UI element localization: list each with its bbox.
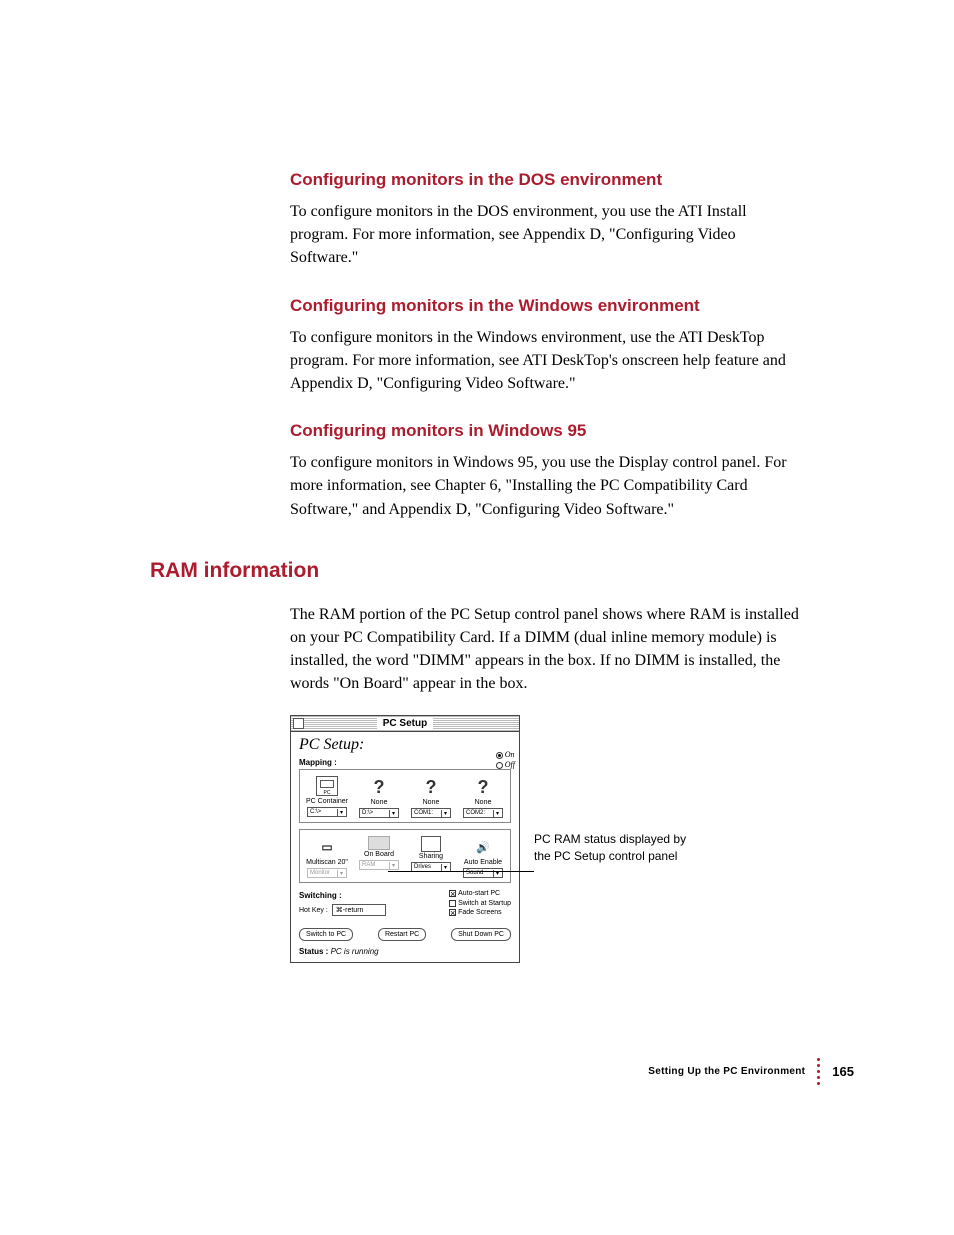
question-icon: ? <box>420 776 442 798</box>
slot-name: Sharing <box>419 853 443 860</box>
checkbox-autostart[interactable] <box>449 890 456 897</box>
window-title: PC Setup <box>377 718 433 729</box>
pc-setup-window: PC Setup PC Setup: On Off Mapping : PC C… <box>290 715 520 962</box>
titlebar: PC Setup <box>291 716 519 732</box>
slot-value: Monitor <box>310 870 330 876</box>
footer-page-number: 165 <box>832 1064 854 1079</box>
speaker-icon: 🔊 <box>472 836 494 858</box>
button-row: Switch to PC Restart PC Shut Down PC <box>291 922 519 947</box>
shutdown-pc-button[interactable]: Shut Down PC <box>451 928 511 941</box>
checkbox-fade[interactable] <box>449 909 456 916</box>
slot-dropdown[interactable]: Sound▾ <box>463 868 503 878</box>
switch-to-pc-button[interactable]: Switch to PC <box>299 928 353 941</box>
switching-checks: Auto-start PC Switch at Startup Fade Scr… <box>449 889 511 917</box>
slot-name: Multiscan 20" <box>306 859 348 866</box>
mapping-label: Mapping : <box>291 756 519 767</box>
question-icon: ? <box>368 776 390 798</box>
chevron-down-icon: ▾ <box>337 870 345 877</box>
slot-name-onboard: On Board <box>364 851 394 858</box>
slot-name: None <box>423 799 440 806</box>
slot-dropdown[interactable]: D:\> ▾ <box>359 808 399 818</box>
close-box-icon[interactable] <box>293 718 304 729</box>
chevron-down-icon: ▾ <box>441 864 449 871</box>
figure-caption: PC RAM status displayed by the PC Setup … <box>534 831 704 863</box>
panel-italic-title-text: PC Setup: <box>299 736 364 753</box>
slot-name: PC Container <box>306 798 348 805</box>
status-label: Status : <box>299 947 328 956</box>
chevron-down-icon: ▾ <box>389 862 397 869</box>
heading-win95: Configuring monitors in Windows 95 <box>290 421 804 441</box>
slot-name: None <box>371 799 388 806</box>
para-dos: To configure monitors in the DOS environ… <box>290 200 804 270</box>
footer-dots-icon <box>817 1058 820 1085</box>
panel-italic-title: PC Setup: On Off <box>291 732 519 756</box>
question-icon: ? <box>472 776 494 798</box>
lower-group: ▭ Multiscan 20" Monitor ▾ On Board RAM ▾ S… <box>299 829 511 883</box>
slot-value: COM1: <box>414 810 433 816</box>
slot-dropdown[interactable]: COM1: ▾ <box>411 808 451 818</box>
callout-leader <box>388 871 534 872</box>
slot-name: Auto Enable <box>464 859 502 866</box>
slot-d: ? None D:\> ▾ <box>356 776 402 818</box>
panel-and-caption: PC Setup PC Setup: On Off Mapping : PC C… <box>290 715 804 962</box>
radio-on[interactable] <box>496 752 503 759</box>
heading-ram: RAM information <box>150 559 804 583</box>
monitor-icon: ▭ <box>316 836 338 858</box>
heading-dos: Configuring monitors in the DOS environm… <box>290 170 804 190</box>
slot-dropdown[interactable]: C:\> ▾ <box>307 807 347 817</box>
check-fade-label: Fade Screens <box>458 909 502 916</box>
para-win95: To configure monitors in Windows 95, you… <box>290 451 804 521</box>
switching-label: Switching : <box>299 889 386 900</box>
sharing-icon <box>421 836 441 852</box>
radio-off[interactable] <box>496 762 503 769</box>
on-label: On <box>505 750 515 759</box>
slot-monitor: ▭ Multiscan 20" Monitor ▾ <box>304 836 350 878</box>
off-label: Off <box>505 760 515 769</box>
page-footer: Setting Up the PC Environment 165 <box>648 1058 854 1085</box>
slot-value: C:\> <box>310 809 321 815</box>
slot-dropdown[interactable]: RAM ▾ <box>359 860 399 870</box>
chevron-down-icon: ▾ <box>441 810 449 817</box>
restart-pc-button[interactable]: Restart PC <box>378 928 426 941</box>
chevron-down-icon: ▾ <box>337 809 345 816</box>
hotkey-field[interactable]: ⌘-return <box>332 904 386 916</box>
slot-dropdown[interactable]: COM2: ▾ <box>463 808 503 818</box>
caption-line2: the PC Setup control panel <box>534 848 704 864</box>
on-off-radios: On Off <box>496 750 515 769</box>
checkbox-switch-startup[interactable] <box>449 900 456 907</box>
hotkey-row: Hot Key : ⌘-return <box>299 904 386 916</box>
slot-value: D:\> <box>362 810 373 816</box>
hotkey-label: Hot Key : <box>299 907 328 914</box>
check-switch-startup-label: Switch at Startup <box>458 900 511 907</box>
slot-value: COM2: <box>466 810 485 816</box>
slot-value: Drives <box>414 864 431 870</box>
mapping-group: PC Container C:\> ▾ ? None D:\> ▾ ? None C… <box>299 769 511 823</box>
chevron-down-icon: ▾ <box>493 810 501 817</box>
chevron-down-icon: ▾ <box>389 810 397 817</box>
status-value: PC is running <box>331 947 379 956</box>
switching-section: Switching : Hot Key : ⌘-return Auto-star… <box>291 889 519 921</box>
footer-chapter: Setting Up the PC Environment <box>648 1066 805 1077</box>
pc-icon <box>316 776 338 796</box>
para-ram: The RAM portion of the PC Setup control … <box>290 603 804 696</box>
page: Configuring monitors in the DOS environm… <box>0 0 954 1235</box>
check-autostart-label: Auto-start PC <box>458 890 500 897</box>
para-windows: To configure monitors in the Windows env… <box>290 326 804 396</box>
slot-value: RAM <box>362 862 375 868</box>
caption-line1: PC RAM status displayed by <box>534 831 704 847</box>
slot-dropdown[interactable]: Monitor ▾ <box>307 868 347 878</box>
slot-pc-container: PC Container C:\> ▾ <box>304 776 350 818</box>
slot-com1: ? None COM1: ▾ <box>408 776 454 818</box>
slot-name: None <box>475 799 492 806</box>
heading-windows: Configuring monitors in the Windows envi… <box>290 296 804 316</box>
ram-icon <box>368 836 390 850</box>
status-line: Status : PC is running <box>291 947 519 962</box>
slot-com2: ? None COM2: ▾ <box>460 776 506 818</box>
